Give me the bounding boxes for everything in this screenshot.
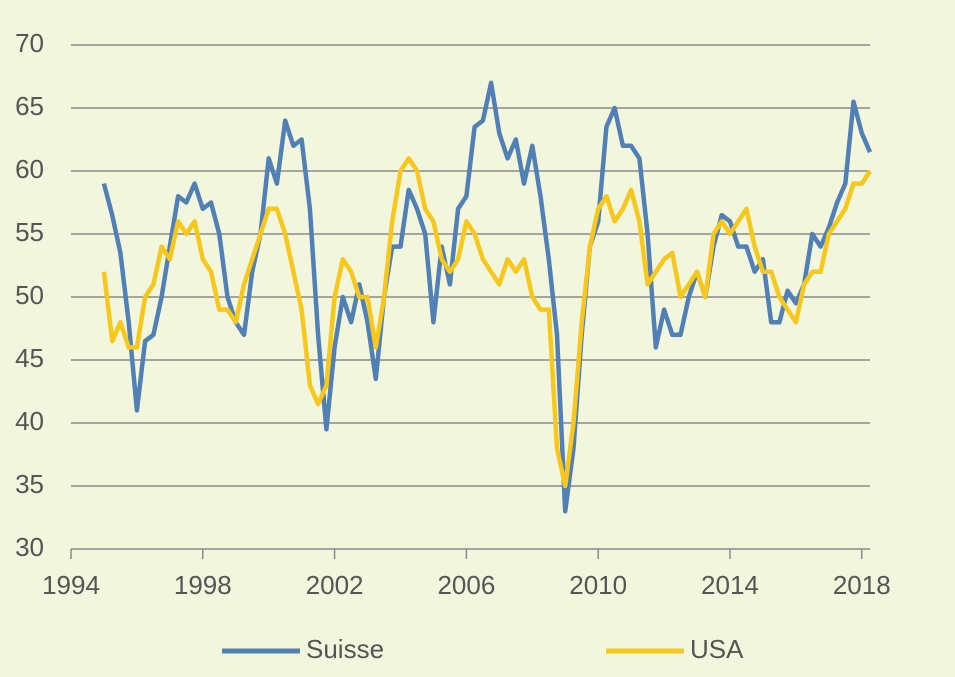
x-tick-label: 2002 — [306, 570, 364, 600]
y-tick-label: 70 — [15, 28, 44, 58]
y-tick-label: 30 — [15, 532, 44, 562]
x-tick-label: 2006 — [437, 570, 495, 600]
y-tick-label: 50 — [15, 280, 44, 310]
legend-label: USA — [690, 634, 744, 664]
y-tick-label: 60 — [15, 154, 44, 184]
line-series — [101, 156, 872, 489]
y-tick-label: 45 — [15, 343, 44, 373]
legend-label: Suisse — [306, 634, 384, 664]
x-tick-label: 1998 — [174, 570, 232, 600]
y-tick-label: 55 — [15, 217, 44, 247]
y-tick-label: 65 — [15, 91, 44, 121]
line-series — [101, 80, 873, 514]
x-tick-label: 2010 — [569, 570, 627, 600]
x-tick-label: 2018 — [833, 570, 891, 600]
y-tick-label: 35 — [15, 469, 44, 499]
x-tick-label: 1994 — [42, 570, 100, 600]
y-tick-label: 40 — [15, 406, 44, 436]
x-tick-label: 2014 — [701, 570, 759, 600]
